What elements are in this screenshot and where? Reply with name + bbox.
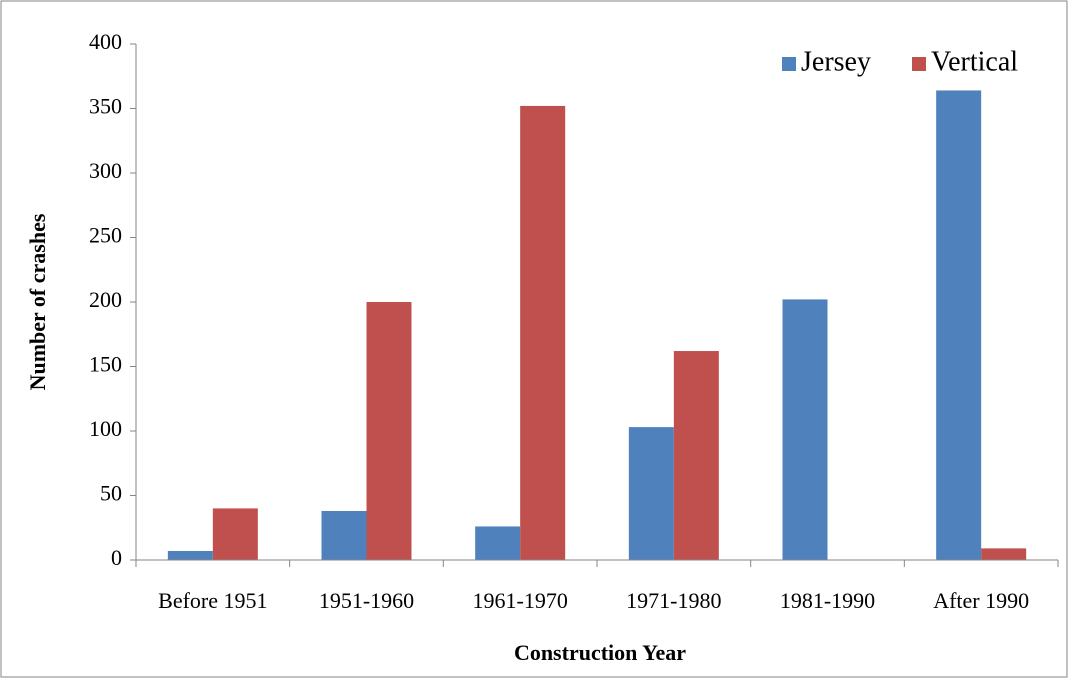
y-tick-label: 150 [89,352,122,377]
legend-swatch [782,57,796,71]
x-tick-label: After 1990 [933,588,1029,613]
y-tick-label: 100 [89,416,122,441]
x-tick-label: 1971-1980 [626,588,721,613]
y-axis-title: Number of crashes [25,213,50,390]
bar [981,548,1027,560]
bar [520,105,566,561]
y-tick-label: 0 [111,545,122,570]
bar [673,351,719,560]
y-tick-label: 250 [89,223,122,248]
legend-label: Jersey [801,46,871,77]
bar [628,427,674,560]
legend-label: Vertical [931,46,1018,77]
bar [782,299,828,560]
y-tick-label: 300 [89,158,122,183]
x-axis-title: Construction Year [514,640,686,665]
x-tick-label: 1951-1960 [319,588,414,613]
bar [212,508,258,560]
x-tick-label: 1981-1990 [780,588,875,613]
bar [475,526,521,560]
legend-swatch [912,57,926,71]
x-tick-label: Before 1951 [158,588,267,613]
bar [366,302,412,560]
x-tick-label: 1961-1970 [473,588,568,613]
y-tick-label: 200 [89,287,122,312]
y-tick-label: 400 [89,29,122,54]
bar [167,550,213,560]
y-tick-label: 350 [89,94,122,119]
bar [321,510,367,560]
bar [936,90,982,560]
y-tick-label: 50 [100,481,122,506]
